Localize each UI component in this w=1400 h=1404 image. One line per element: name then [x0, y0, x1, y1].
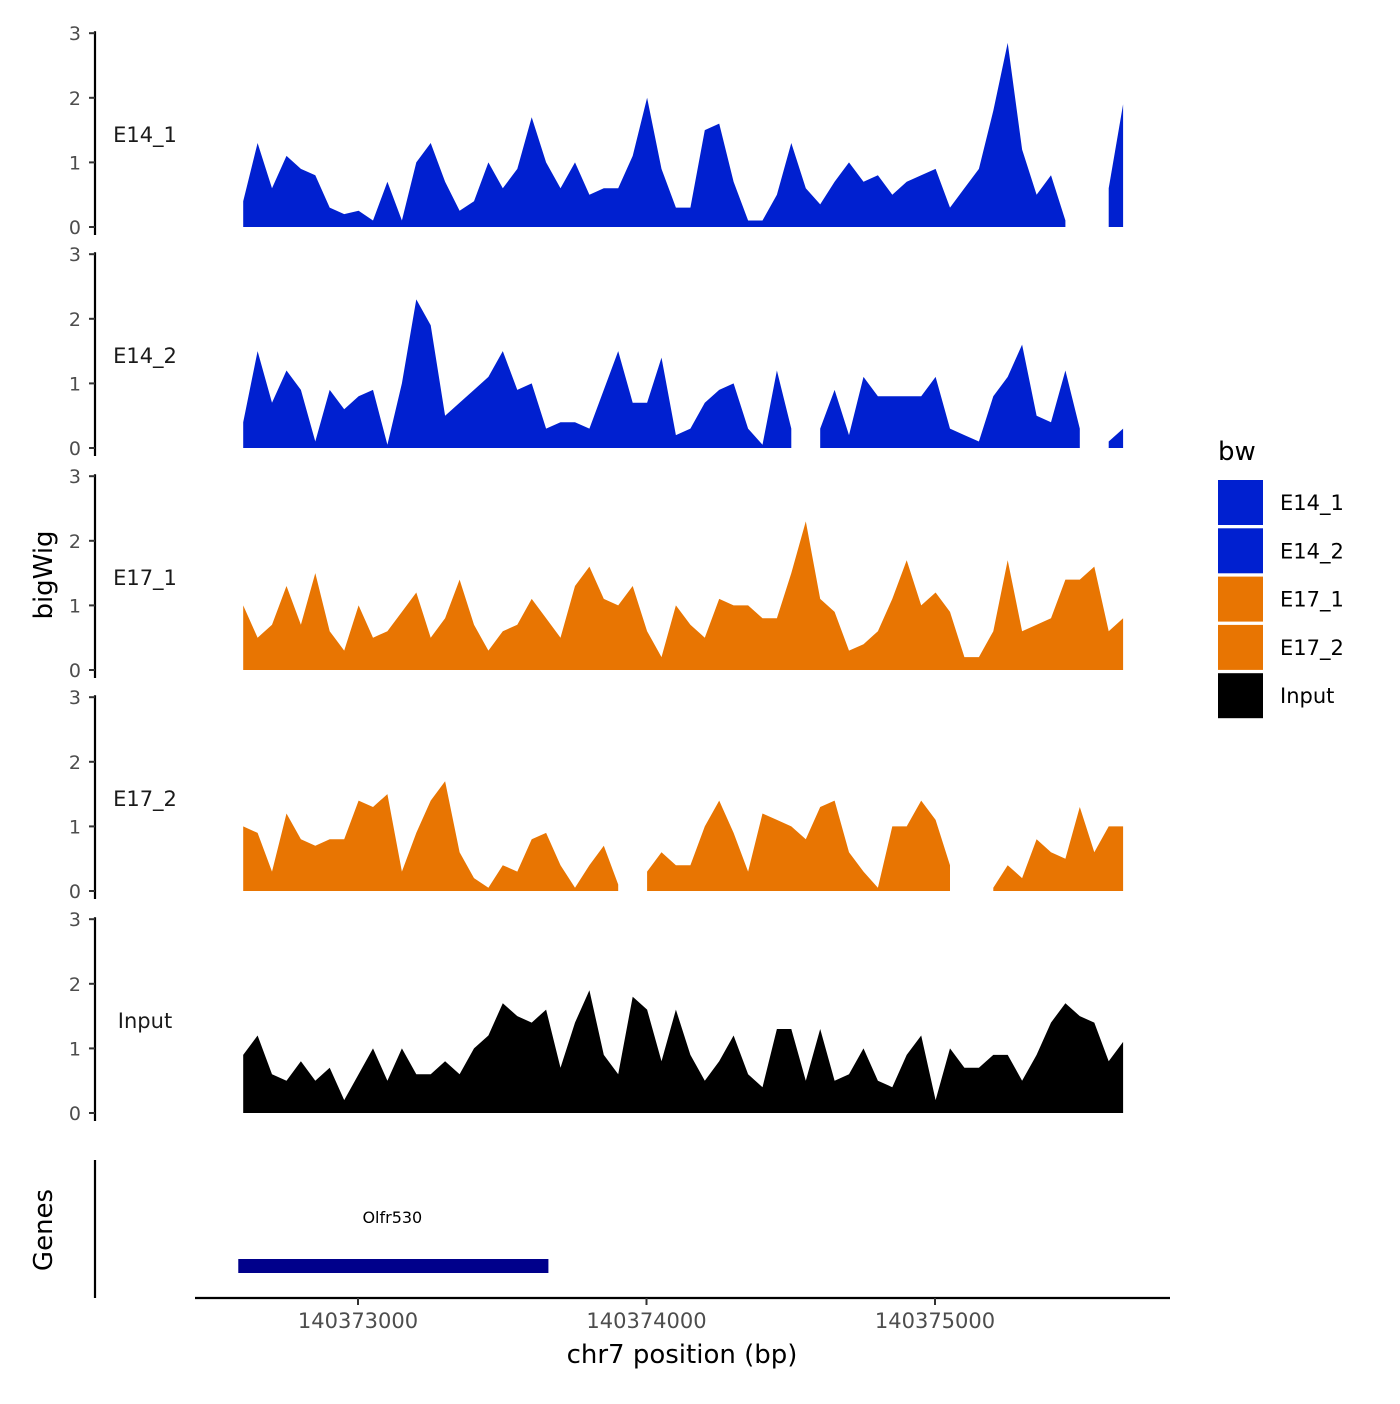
- area-segment-Input: [243, 990, 1124, 1113]
- legend-key-E14_2: [1218, 528, 1263, 574]
- legend-key-E14_1: [1218, 480, 1263, 525]
- legend-label: E14_2: [1280, 539, 1344, 564]
- area-segment-E14_1: [243, 42, 1066, 228]
- y-tick-label: 2: [69, 531, 81, 553]
- area-segment-E14_1: [1108, 104, 1124, 227]
- track-label-E17_1: E17_1: [113, 566, 177, 591]
- track-label-E17_2: E17_2: [113, 787, 177, 812]
- y-tick-label: 0: [69, 1103, 81, 1125]
- y-tick-label: 0: [69, 438, 81, 460]
- track-label-E14_1: E14_1: [113, 123, 177, 148]
- y-tick-label: 3: [69, 23, 81, 45]
- y-tick-label: 1: [69, 373, 81, 395]
- y-tick-label: 3: [69, 909, 81, 931]
- legend-key-Input: [1218, 673, 1263, 719]
- y-tick-label: 2: [69, 752, 81, 774]
- area-segment-E14_2: [820, 344, 1080, 448]
- legend-title: bw: [1218, 437, 1256, 467]
- area-segment-E14_2: [1108, 428, 1124, 448]
- y-tick-label: 0: [69, 660, 81, 682]
- area-segment-E17_2: [647, 800, 950, 891]
- genes-panel-title: Genes: [29, 1189, 59, 1271]
- area-segment-E17_2: [243, 781, 619, 891]
- legend-label: E14_1: [1280, 491, 1344, 516]
- legend-label: Input: [1280, 684, 1334, 708]
- gene-label: Olfr530: [362, 1208, 422, 1227]
- gene-bar-Olfr530: [238, 1259, 549, 1273]
- track-label-E14_2: E14_2: [113, 344, 177, 369]
- y-axis-title: bigWig: [29, 530, 59, 619]
- y-tick-label: 2: [69, 88, 81, 110]
- y-tick-label: 2: [69, 974, 81, 996]
- area-segment-E17_2: [993, 807, 1124, 891]
- x-tick-label: 140373000: [298, 1309, 418, 1333]
- legend-key-E17_1: [1218, 576, 1263, 622]
- y-tick-label: 0: [69, 217, 81, 239]
- legend-label: E17_1: [1280, 588, 1344, 613]
- x-tick-label: 140374000: [586, 1309, 706, 1333]
- track-label-Input: Input: [118, 1009, 172, 1033]
- y-tick-label: 1: [69, 595, 81, 617]
- x-axis-title: chr7 position (bp): [567, 1340, 798, 1370]
- y-tick-label: 0: [69, 881, 81, 903]
- y-tick-label: 3: [69, 244, 81, 266]
- y-tick-label: 1: [69, 1038, 81, 1060]
- y-tick-label: 1: [69, 152, 81, 174]
- legend-key-E17_2: [1218, 624, 1263, 670]
- x-tick-label: 140375000: [875, 1309, 995, 1333]
- y-tick-label: 1: [69, 816, 81, 838]
- y-tick-label: 3: [69, 687, 81, 709]
- area-segment-E17_1: [243, 521, 1124, 670]
- legend-label: E17_2: [1280, 636, 1344, 661]
- area-segment-E14_2: [243, 299, 792, 448]
- y-tick-label: 3: [69, 466, 81, 488]
- y-tick-label: 2: [69, 309, 81, 331]
